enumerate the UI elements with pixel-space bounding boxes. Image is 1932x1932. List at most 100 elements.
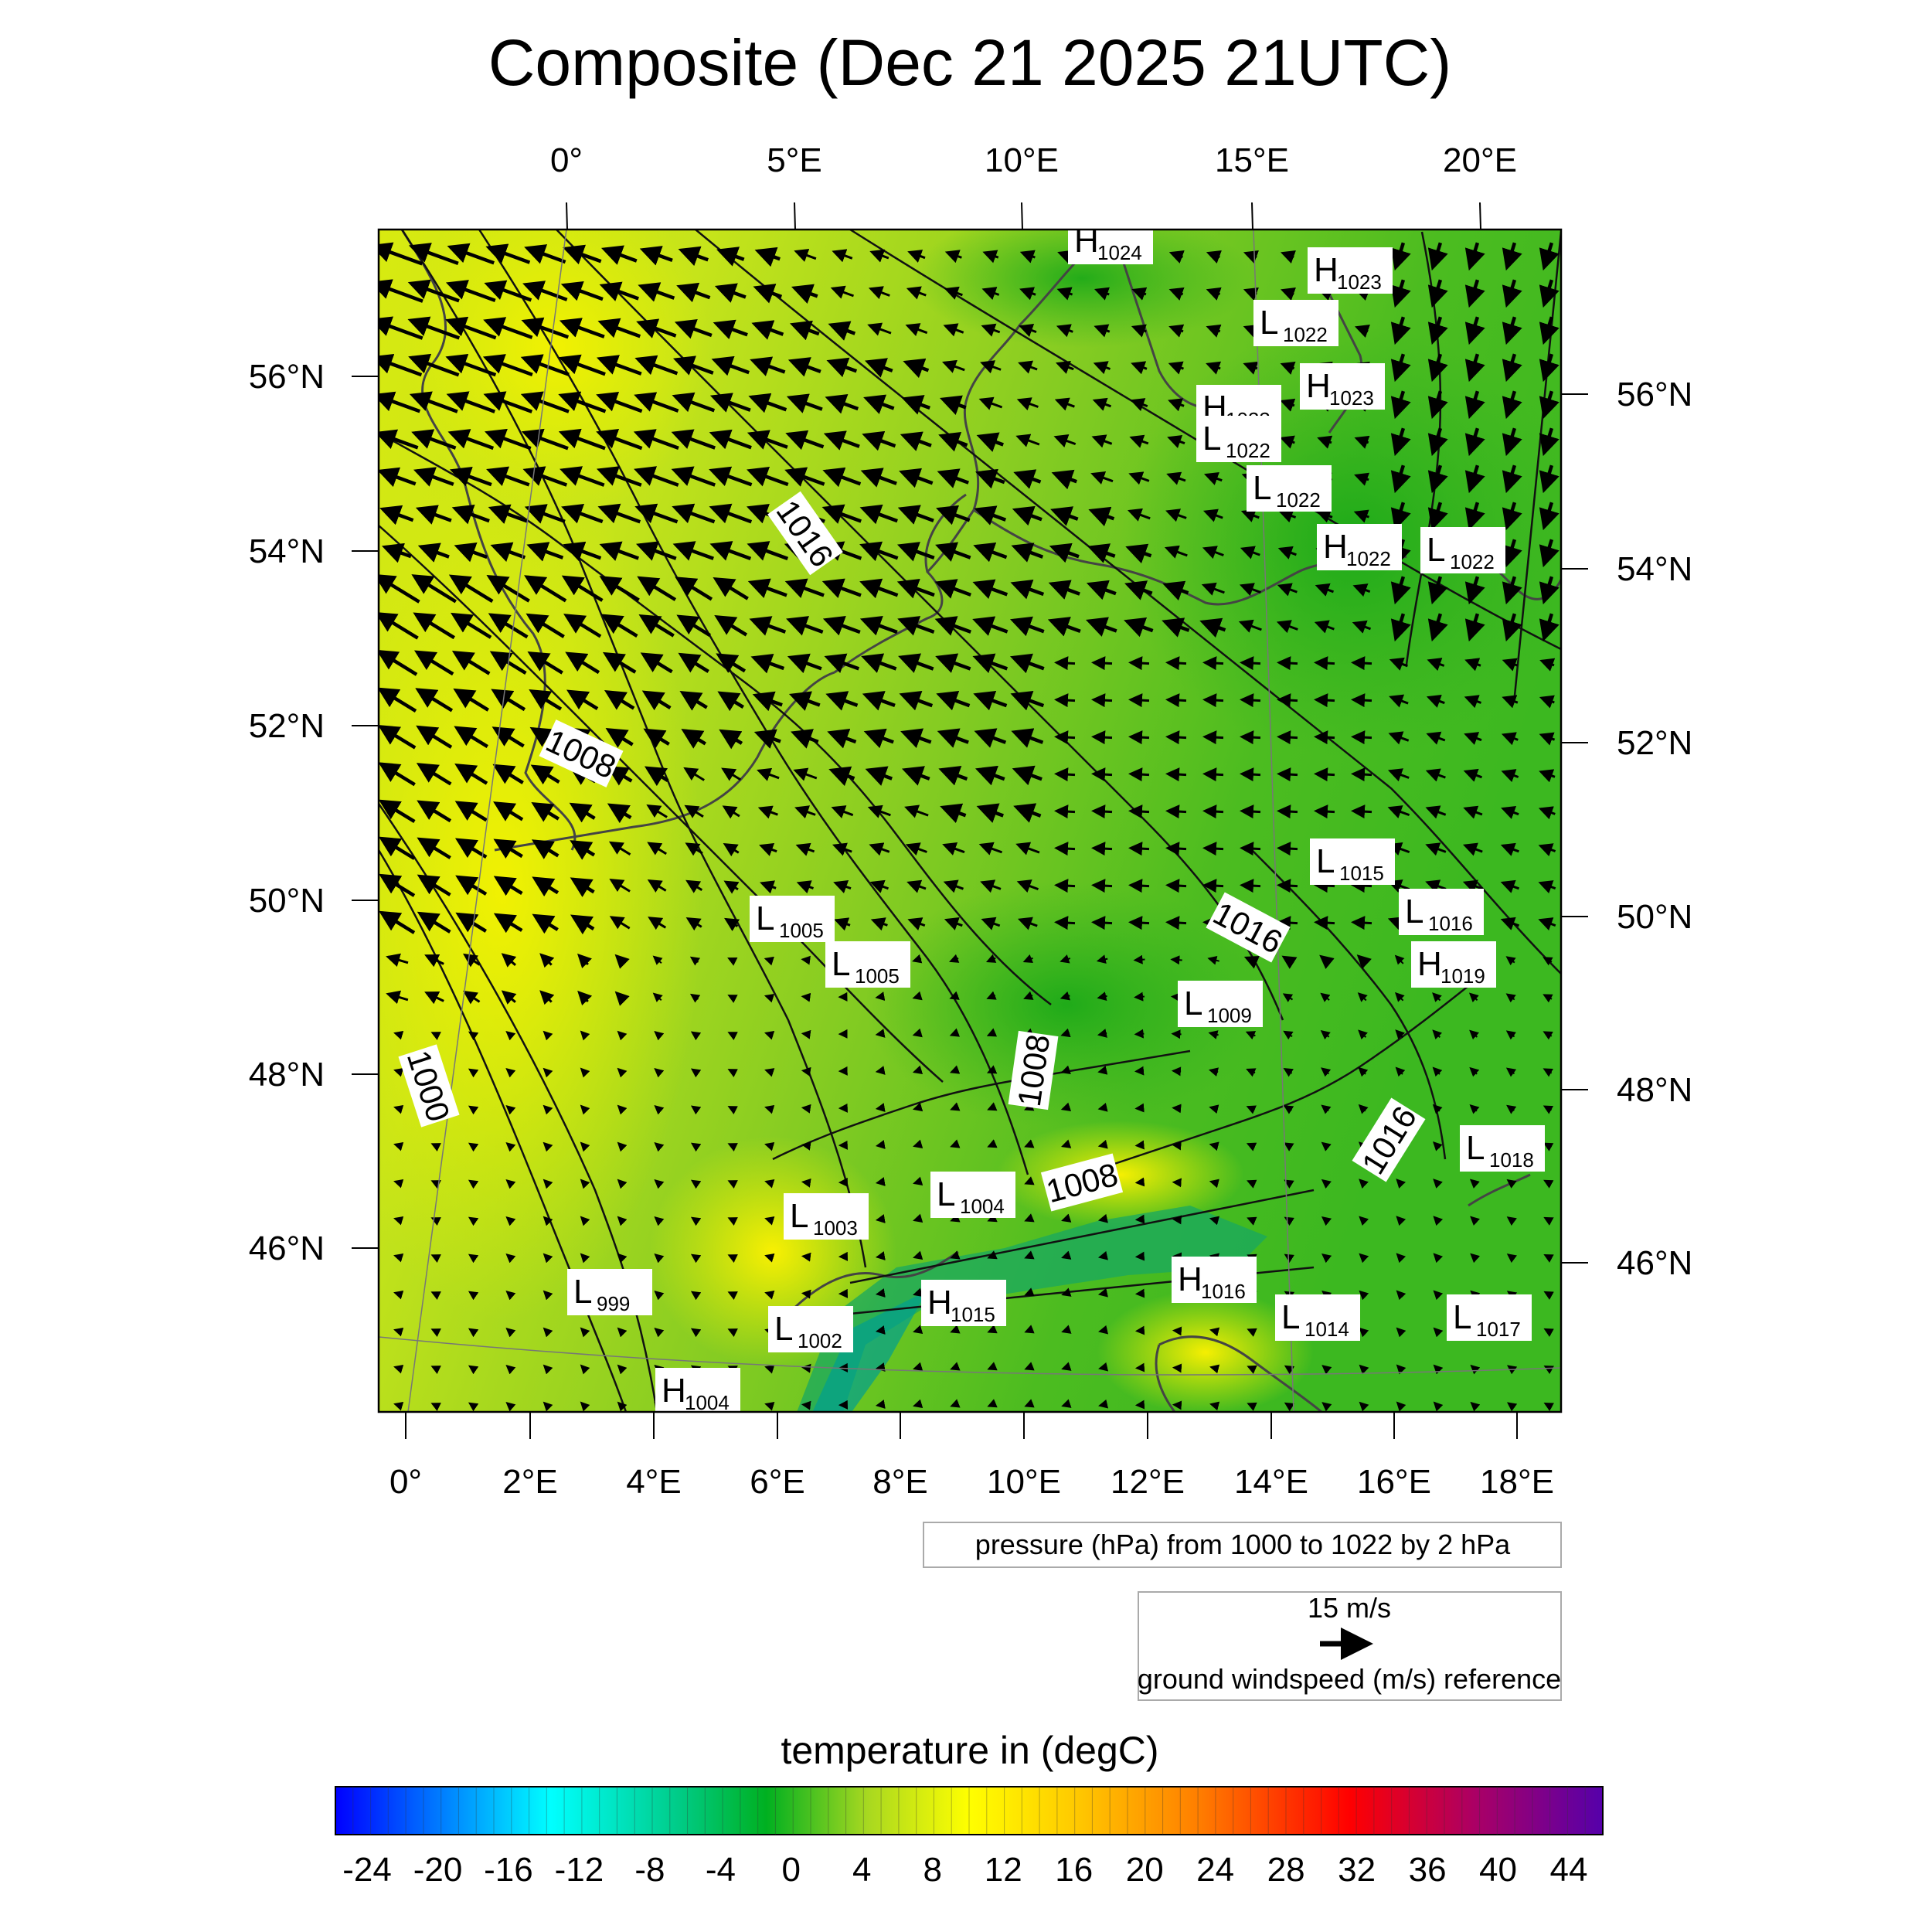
wind-arrow [1469,1104,1480,1114]
wind-arrow [648,917,667,930]
bottom-lon-label: 12°E [1111,1463,1185,1501]
wind-arrow [532,913,559,934]
wind-arrow [1538,917,1556,931]
wind-arrow [1024,1287,1035,1297]
wind-arrow [1502,613,1522,642]
wind-arrow [1470,1401,1481,1412]
wind-arrow [823,430,860,451]
coastline [1158,1335,1322,1412]
wind-arrow [1097,1139,1108,1149]
wind-arrow [1506,1216,1517,1226]
wind-arrow [980,879,1002,893]
wind-arrow [747,467,789,487]
wind-arrow [1209,1327,1220,1337]
wind-arrow [863,394,895,414]
colorbar-label: -8 [634,1851,665,1889]
wind-arrow [488,504,528,524]
wind-arrow [1051,469,1077,490]
wind-arrow [750,356,786,376]
wind-arrow [1280,398,1296,412]
wind-arrow [1502,316,1522,345]
svg-text:H: H [662,1372,686,1410]
wind-arrow [531,801,560,822]
wind-arrow [1209,1216,1219,1226]
svg-text:H: H [1306,367,1331,405]
wind-arrow [570,877,595,897]
wind-arrow [875,1029,886,1038]
wind-arrow [430,1180,441,1189]
wind-arrow [950,1399,961,1408]
wind-arrow [1097,1102,1108,1112]
wind-arrow [1168,324,1185,338]
bottom-lon-label: 2°E [502,1463,557,1501]
wind-arrow [1464,613,1485,642]
wind-arrow [1500,842,1519,856]
wind-arrow [1464,464,1485,494]
low-pressure-center: L 1022 [1196,416,1281,462]
wind-arrow [753,284,783,304]
wind-arrow [580,1179,590,1189]
wind-arrow [752,691,783,712]
wind-arrow [938,431,968,452]
wind-arrow [690,1328,702,1338]
isobar [772,1049,1191,1161]
wind-arrow [1425,842,1447,856]
wind-arrow [455,875,488,896]
wind-arrow [748,393,787,413]
wind-arrow [713,319,748,340]
svg-text:L: L [756,900,774,937]
wind-arrow [1280,250,1296,264]
wind-arrow [485,243,531,264]
wind-arrow [913,1250,923,1260]
wind-arrow [690,1142,702,1152]
wind-arrow [912,954,923,964]
colorbar-label: -16 [484,1851,533,1889]
wind-arrow [940,803,967,824]
svg-text:1022: 1022 [1276,488,1321,512]
wind-arrow [833,880,852,893]
wind-arrow [1427,613,1448,642]
wind-arrow [531,839,560,859]
svg-text:1024: 1024 [1097,241,1142,264]
wind-arrow [1427,390,1448,420]
wind-arrow [1500,917,1520,930]
wind-arrow [1012,505,1043,526]
wind-arrow [764,1365,775,1374]
wind-arrow [982,250,999,264]
wind-arrow [1277,693,1298,708]
wind-arrow [1506,1253,1518,1264]
wind-arrow [1124,580,1153,600]
wind-arrow [1060,1065,1071,1075]
top-tick [1479,202,1481,230]
wind-arrow [1128,656,1150,671]
wind-arrow [1539,658,1556,672]
wind-arrow [424,992,444,1005]
wind-arrow [949,954,960,963]
isobar [1251,849,1447,1160]
wind-arrow [1543,1328,1554,1337]
wind-arrow [950,1213,961,1223]
wind-arrow [543,1179,553,1189]
wind-arrow [430,1254,441,1263]
wind-arrow [987,1325,998,1334]
wind-arrow [934,616,971,636]
wind-arrow [689,956,701,966]
wind-arrow [596,355,642,376]
wind-arrow [539,990,555,1005]
wind-arrow [827,729,857,749]
wind-arrow [640,652,673,674]
svg-text:1004: 1004 [685,1391,730,1414]
svg-text:L: L [1281,1298,1300,1336]
wind-arrow [676,282,711,303]
wind-arrow [828,321,856,341]
wind-arrow [674,319,713,339]
wind-arrow [1284,1402,1295,1412]
low-pressure-center: L 1017 [1447,1294,1532,1341]
wind-arrow [543,1290,553,1301]
wind-arrow [683,767,705,781]
wind-arrow [505,1068,516,1078]
wind-arrow [1283,1105,1294,1114]
wind-arrow [563,244,602,265]
wind-arrow [597,503,641,524]
wind-arrow [526,542,564,562]
